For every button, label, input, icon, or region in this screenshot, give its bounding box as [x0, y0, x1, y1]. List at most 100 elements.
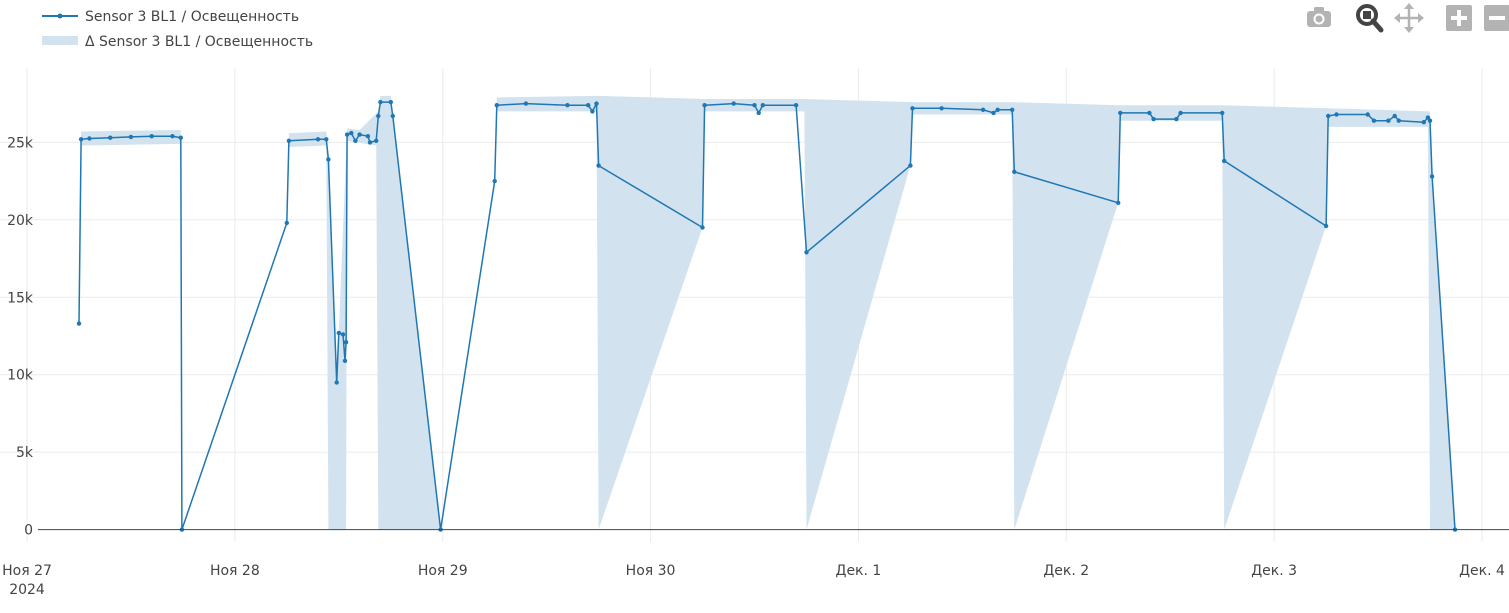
sensor-line [78, 101, 1456, 531]
data-point [1425, 115, 1431, 120]
data-point [1174, 116, 1179, 122]
axis-layer: Ноя 27 2024 Ноя 28 Ноя 29 Ноя 30 Дек. 1 Дек. 2… [2, 135, 1509, 598]
y-tick-label: 5k [16, 445, 34, 461]
zoom-in-button[interactable] [1443, 2, 1475, 34]
data-point [565, 103, 570, 108]
data-point [908, 163, 913, 168]
modebar [1269, 0, 1509, 40]
camera-button[interactable] [1303, 2, 1335, 34]
data-point [1010, 107, 1015, 113]
data-point [1427, 118, 1433, 123]
data-point [980, 107, 986, 113]
data-point [342, 358, 348, 363]
data-point [1178, 110, 1183, 116]
data-point [523, 101, 529, 106]
data-point [1429, 174, 1435, 179]
camera-icon [1307, 7, 1331, 27]
zoom-icon [1356, 4, 1384, 33]
zoom-button[interactable] [1353, 2, 1385, 34]
data-point [376, 113, 381, 119]
data-point [357, 132, 362, 137]
data-point [388, 99, 393, 105]
data-point [590, 109, 595, 114]
data-point [1386, 118, 1391, 123]
data-point [344, 132, 350, 137]
data-point [378, 99, 383, 105]
data-point [700, 225, 705, 230]
zoom-out-icon [1484, 5, 1509, 31]
x-tick-label: Ноя 30 [626, 563, 676, 579]
legend-item-band[interactable]: Δ Sensor 3 BL1 / Освещенность [42, 34, 313, 50]
data-point [324, 137, 329, 142]
data-point [1147, 110, 1152, 116]
y-tick-label: 10k [7, 368, 34, 384]
data-point [76, 321, 82, 326]
legend-band-swatch [42, 36, 78, 45]
data-point [1371, 118, 1377, 123]
legend-item-line[interactable]: Sensor 3 BL1 / Освещенность [42, 9, 299, 25]
data-point [1323, 223, 1329, 229]
data-point [286, 138, 292, 143]
data-point [353, 138, 358, 143]
data-point [731, 101, 736, 106]
y-tick-label: 0 [24, 523, 33, 539]
x-tick-label: Дек. 3 [1251, 563, 1297, 579]
data-point [596, 163, 601, 168]
data-point [793, 103, 799, 108]
data-point [702, 103, 707, 108]
band-layer [79, 95, 1455, 530]
data-point [1334, 112, 1339, 117]
data-point [756, 110, 761, 116]
data-point [170, 134, 175, 139]
data-point [1151, 116, 1156, 122]
data-point [1012, 169, 1017, 174]
pan-button[interactable] [1393, 2, 1425, 34]
data-point [334, 380, 339, 385]
zoom-in-icon [1446, 5, 1472, 31]
data-point [1220, 110, 1225, 116]
data-point [108, 135, 113, 140]
x-tick-sublabel: 2024 [9, 582, 45, 598]
data-point [149, 134, 154, 139]
data-point [1392, 113, 1397, 119]
legend-band-label: Δ Sensor 3 BL1 / Освещенность [85, 34, 313, 50]
data-point [390, 113, 395, 119]
data-point [586, 103, 591, 108]
data-point [1365, 112, 1370, 117]
data-point [1116, 200, 1121, 205]
data-point [1118, 110, 1123, 116]
data-point [315, 137, 321, 142]
data-point [78, 137, 84, 142]
data-point [367, 140, 373, 145]
data-point [1222, 158, 1227, 164]
data-point [1421, 120, 1427, 125]
x-tick-label: Ноя 28 [210, 563, 260, 579]
pan-icon [1394, 3, 1424, 33]
data-point [374, 138, 379, 143]
zoom-out-button[interactable] [1481, 2, 1509, 34]
data-point [1326, 113, 1331, 119]
y-tick-label: 15k [7, 290, 34, 306]
y-tick-label: 25k [7, 135, 34, 151]
data-point [365, 134, 371, 139]
legend[interactable]: Sensor 3 BL1 / Освещенность Δ Sensor 3 B… [42, 9, 313, 50]
delta-band [79, 95, 1455, 530]
legend-marker-swatch [57, 13, 63, 19]
y-tick-label: 20k [7, 213, 34, 229]
line-layer [76, 99, 1458, 532]
data-point [128, 134, 134, 140]
x-tick-label: Дек. 1 [836, 563, 882, 579]
data-point [804, 250, 809, 255]
data-point [492, 178, 497, 184]
data-point [752, 103, 757, 108]
data-point [910, 106, 915, 111]
data-point [594, 101, 599, 106]
x-tick-label: Дек. 2 [1043, 563, 1089, 579]
data-point [336, 330, 341, 336]
data-point [178, 135, 183, 140]
x-tick-label: Ноя 27 [2, 563, 52, 579]
data-point [326, 157, 331, 162]
data-point [995, 107, 1000, 113]
